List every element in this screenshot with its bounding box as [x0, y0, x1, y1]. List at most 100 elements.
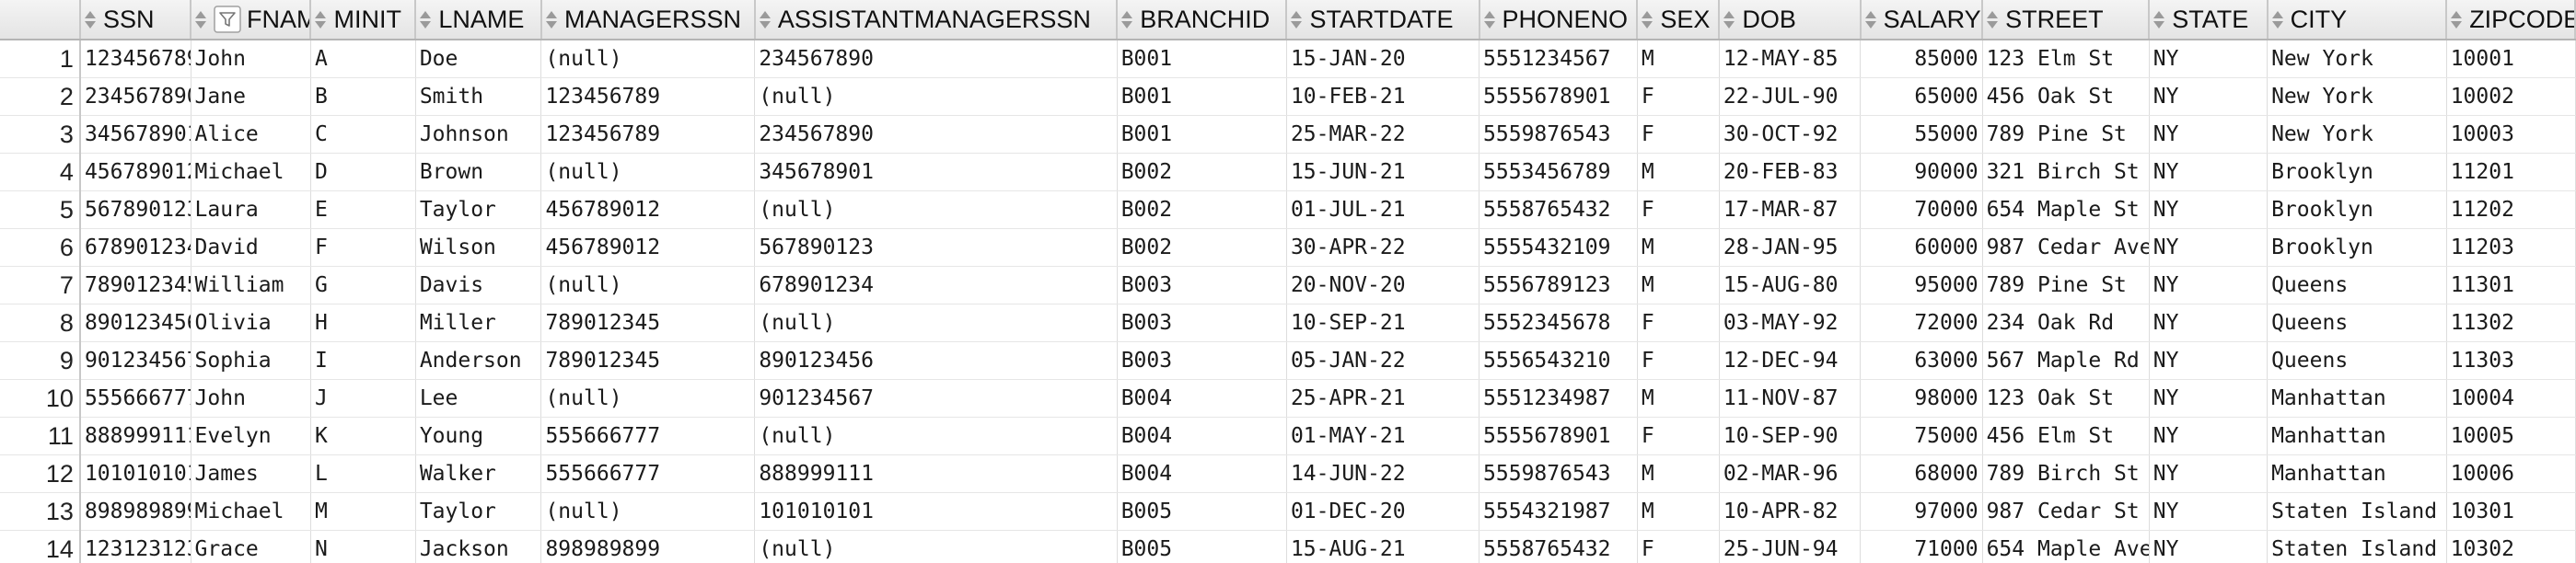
column-header-salary[interactable]: SALARY	[1860, 0, 1984, 40]
cell-city[interactable]: Brooklyn	[2267, 228, 2447, 267]
cell-state[interactable]: NY	[2149, 379, 2269, 418]
column-header-managerssn[interactable]: MANAGERSSN	[540, 0, 756, 40]
column-header-zipcode[interactable]: ZIPCODE	[2446, 0, 2576, 40]
cell-fname[interactable]: Michael	[191, 153, 311, 191]
cell-minit[interactable]: L	[310, 454, 416, 493]
sort-icon[interactable]	[1121, 6, 1134, 33]
cell-assistantmanagerssn[interactable]: (null)	[754, 530, 1118, 563]
cell-dob[interactable]: 17-MAR-87	[1719, 190, 1862, 229]
cell-street[interactable]: 567 Maple Rd	[1982, 341, 2150, 380]
cell-lname[interactable]: Anderson	[415, 341, 542, 380]
cell-assistantmanagerssn[interactable]: (null)	[754, 77, 1118, 116]
cell-branchid[interactable]: B002	[1117, 228, 1287, 267]
cell-city[interactable]: Manhattan	[2267, 454, 2447, 493]
cell-salary[interactable]: 72000	[1860, 304, 1983, 342]
cell-city[interactable]: Queens	[2267, 304, 2447, 342]
cell-city[interactable]: Queens	[2267, 341, 2447, 380]
cell-fname[interactable]: Sophia	[191, 341, 311, 380]
column-header-fname[interactable]: FNAME	[191, 0, 312, 40]
cell-zipcode[interactable]: 10001	[2446, 40, 2576, 78]
cell-lname[interactable]: Taylor	[415, 190, 542, 229]
cell-startdate[interactable]: 15-JUN-21	[1286, 153, 1480, 191]
cell-lname[interactable]: Miller	[415, 304, 542, 342]
cell-zipcode[interactable]: 11302	[2446, 304, 2576, 342]
cell-assistantmanagerssn[interactable]: (null)	[754, 417, 1118, 455]
cell-fname[interactable]: William	[191, 266, 311, 304]
column-header-street[interactable]: STREET	[1982, 0, 2151, 40]
cell-ssn[interactable]: 898989899	[79, 492, 191, 531]
cell-branchid[interactable]: B001	[1117, 77, 1287, 116]
cell-ssn[interactable]: 888999111	[79, 417, 191, 455]
cell-ssn[interactable]: 123456789	[79, 40, 191, 78]
cell-managerssn[interactable]: 789012345	[540, 341, 756, 380]
cell-sex[interactable]: F	[1637, 115, 1720, 154]
cell-branchid[interactable]: B003	[1117, 266, 1287, 304]
cell-phoneno[interactable]: 5551234987	[1479, 379, 1638, 418]
cell-phoneno[interactable]: 5558765432	[1479, 530, 1638, 563]
cell-phoneno[interactable]: 5559876543	[1479, 115, 1638, 154]
cell-managerssn[interactable]: 456789012	[540, 190, 756, 229]
cell-salary[interactable]: 60000	[1860, 228, 1983, 267]
cell-managerssn[interactable]: 123456789	[540, 115, 756, 154]
cell-startdate[interactable]: 05-JAN-22	[1286, 341, 1480, 380]
cell-minit[interactable]: M	[310, 492, 416, 531]
table-row[interactable]: 3 345678901 Alice C Johnson 123456789 23456789…	[0, 115, 2576, 154]
cell-managerssn[interactable]: 555666777	[540, 417, 756, 455]
cell-assistantmanagerssn[interactable]: (null)	[754, 304, 1118, 342]
cell-assistantmanagerssn[interactable]: 888999111	[754, 454, 1118, 493]
cell-sex[interactable]: F	[1637, 417, 1720, 455]
column-header-dob[interactable]: DOB	[1719, 0, 1862, 40]
cell-city[interactable]: Staten Island	[2267, 492, 2447, 531]
sort-icon[interactable]	[1987, 6, 2000, 33]
cell-street[interactable]: 654 Maple St	[1982, 190, 2150, 229]
cell-zipcode[interactable]: 10002	[2446, 77, 2576, 116]
cell-phoneno[interactable]: 5555432109	[1479, 228, 1638, 267]
sort-icon[interactable]	[2451, 6, 2464, 33]
cell-state[interactable]: NY	[2149, 492, 2269, 531]
table-row[interactable]: 7 789012345 William G Davis (null) 678901234 B0…	[0, 266, 2576, 304]
column-header-ssn[interactable]: SSN	[79, 0, 192, 40]
cell-fname[interactable]: John	[191, 379, 311, 418]
cell-lname[interactable]: Doe	[415, 40, 542, 78]
cell-salary[interactable]: 65000	[1860, 77, 1983, 116]
cell-salary[interactable]: 85000	[1860, 40, 1983, 78]
table-row[interactable]: 2 234567890 Jane B Smith 123456789 (null) B001 1…	[0, 77, 2576, 116]
cell-sex[interactable]: M	[1637, 153, 1720, 191]
cell-managerssn[interactable]: 123456789	[540, 77, 756, 116]
cell-minit[interactable]: D	[310, 153, 416, 191]
cell-dob[interactable]: 10-SEP-90	[1719, 417, 1862, 455]
cell-minit[interactable]: G	[310, 266, 416, 304]
cell-lname[interactable]: Lee	[415, 379, 542, 418]
cell-zipcode[interactable]: 11203	[2446, 228, 2576, 267]
cell-branchid[interactable]: B004	[1117, 417, 1287, 455]
cell-state[interactable]: NY	[2149, 530, 2269, 563]
table-row[interactable]: 13 898989899 Michael M Taylor (null) 101010101…	[0, 492, 2576, 531]
cell-lname[interactable]: Brown	[415, 153, 542, 191]
cell-dob[interactable]: 03-MAY-92	[1719, 304, 1862, 342]
cell-sex[interactable]: M	[1637, 228, 1720, 267]
cell-phoneno[interactable]: 5556789123	[1479, 266, 1638, 304]
cell-zipcode[interactable]: 10005	[2446, 417, 2576, 455]
column-header-city[interactable]: CITY	[2267, 0, 2448, 40]
cell-zipcode[interactable]: 10004	[2446, 379, 2576, 418]
cell-dob[interactable]: 30-OCT-92	[1719, 115, 1862, 154]
cell-street[interactable]: 654 Maple Ave	[1982, 530, 2150, 563]
cell-branchid[interactable]: B001	[1117, 40, 1287, 78]
cell-city[interactable]: New York	[2267, 77, 2447, 116]
cell-street[interactable]: 789 Pine St	[1982, 115, 2150, 154]
cell-zipcode[interactable]: 11303	[2446, 341, 2576, 380]
cell-phoneno[interactable]: 5558765432	[1479, 190, 1638, 229]
cell-street[interactable]: 987 Cedar Ave	[1982, 228, 2150, 267]
cell-phoneno[interactable]: 5559876543	[1479, 454, 1638, 493]
cell-minit[interactable]: F	[310, 228, 416, 267]
cell-state[interactable]: NY	[2149, 454, 2269, 493]
cell-ssn[interactable]: 901234567	[79, 341, 191, 380]
sort-icon[interactable]	[2153, 6, 2166, 33]
column-header-branchid[interactable]: BRANCHID	[1117, 0, 1288, 40]
cell-managerssn[interactable]: 555666777	[540, 454, 756, 493]
sort-icon[interactable]	[420, 6, 433, 33]
cell-ssn[interactable]: 234567890	[79, 77, 191, 116]
cell-zipcode[interactable]: 10301	[2446, 492, 2576, 531]
cell-minit[interactable]: K	[310, 417, 416, 455]
cell-assistantmanagerssn[interactable]: 678901234	[754, 266, 1118, 304]
